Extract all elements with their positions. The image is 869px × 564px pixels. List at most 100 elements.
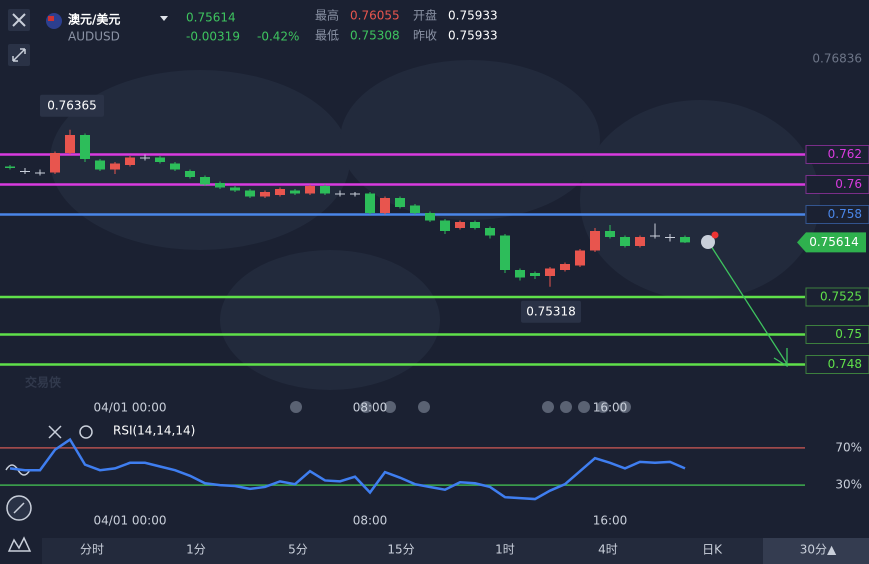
- candle-body: [320, 186, 330, 194]
- candle-body: [365, 193, 375, 213]
- candle-body: [545, 268, 555, 276]
- x-tick-label: 04/01 00:00: [94, 514, 167, 528]
- candle-body: [200, 177, 210, 185]
- high-label: 0.76365: [47, 98, 97, 112]
- trend-arrow: [710, 245, 788, 365]
- x-tick-label: 08:00: [353, 514, 388, 528]
- stat-label: 昨收: [413, 29, 437, 43]
- candle-body: [215, 183, 225, 188]
- candle-body: [50, 153, 60, 173]
- close-icon: [12, 13, 26, 27]
- timeframe-button[interactable]: 1时: [495, 543, 515, 557]
- stat-label: 最高: [315, 8, 339, 23]
- candle-body: [80, 135, 90, 159]
- level-label: 0.7525: [820, 290, 862, 304]
- candle-body: [455, 222, 465, 228]
- level-label-box: [805, 325, 869, 344]
- level-label-box: [805, 145, 869, 164]
- pencil: [13, 502, 25, 514]
- stat-value: 0.76055: [350, 9, 400, 23]
- level-label: 0.748: [828, 357, 862, 371]
- candle-body: [395, 198, 405, 207]
- timeframe-bar: [42, 538, 869, 564]
- low-label: 0.75318: [526, 304, 576, 318]
- timeframe-button[interactable]: 分时: [80, 543, 104, 557]
- rsi-tick-label: 30%: [835, 478, 862, 492]
- candle-body: [5, 166, 15, 168]
- candle-body: [140, 157, 150, 159]
- candle-body: [95, 160, 105, 170]
- shrink-icon: [12, 48, 26, 62]
- timeframe-button[interactable]: 15分: [387, 543, 414, 557]
- candle-body: [515, 270, 525, 278]
- level-label-box: [805, 175, 869, 194]
- level-label: 0.762: [828, 147, 862, 161]
- candle-body: [590, 231, 600, 251]
- candle-body: [680, 237, 690, 243]
- timeframe-selected: [763, 538, 869, 564]
- stat-label: 最低: [315, 29, 339, 43]
- candle-body: [305, 186, 315, 194]
- scroll-dots: [290, 401, 631, 413]
- candle-body: [20, 171, 30, 172]
- candle-body: [620, 237, 630, 246]
- candle-body: [290, 190, 300, 194]
- symbol: AUDUSD: [68, 30, 120, 44]
- rsi-settings[interactable]: [79, 425, 93, 439]
- timeframe-button[interactable]: 30分▲: [800, 543, 837, 557]
- x-tick-label: 16:00: [593, 514, 628, 528]
- timeframe-button[interactable]: 5分: [288, 543, 308, 557]
- candle-body: [170, 163, 180, 170]
- level-label: 0.76: [835, 177, 862, 191]
- flag-us: [48, 16, 54, 21]
- candle-body: [605, 231, 615, 237]
- info-icon[interactable]: [701, 235, 715, 249]
- candle-body: [440, 220, 450, 231]
- timeframe-button[interactable]: 1分: [186, 543, 206, 557]
- candle-body: [665, 237, 675, 238]
- rsi-line: [9, 437, 686, 501]
- candle-body: [380, 198, 390, 213]
- candle-body: [470, 222, 480, 228]
- rsi-title: RSI(14,14,14): [113, 424, 195, 438]
- candle-body: [260, 192, 270, 197]
- candle-body: [650, 235, 660, 237]
- candle-body: [155, 157, 165, 162]
- candle-body: [485, 228, 495, 236]
- world-map-bg: [50, 60, 820, 390]
- level-label-box: [805, 205, 869, 224]
- candle-body: [275, 189, 285, 195]
- level-label-box: [805, 355, 869, 374]
- pair[interactable]: 澳元/美元: [68, 12, 120, 27]
- candle-body: [560, 264, 570, 270]
- candle-body: [410, 205, 420, 213]
- candle-body: [575, 250, 585, 266]
- x-tick-label: 16:00: [593, 401, 628, 415]
- candle-body: [530, 273, 540, 276]
- candle-body: [35, 172, 45, 174]
- price: 0.75614: [186, 11, 236, 25]
- timeframe-button[interactable]: 日K: [702, 543, 723, 557]
- x-tick-label: 04/01 00:00: [94, 401, 167, 415]
- candle-body: [350, 193, 360, 195]
- level-label: 0.758: [828, 207, 862, 221]
- candle-body: [245, 190, 255, 197]
- candle-body: [110, 163, 120, 170]
- candle-body: [230, 187, 240, 191]
- x-tick-label: 08:00: [353, 401, 388, 415]
- rsi-tick-label: 70%: [835, 440, 862, 454]
- change: -0.00319: [186, 30, 240, 44]
- level-label: 0.75: [835, 327, 862, 341]
- candle-body: [125, 157, 135, 165]
- rsi-close[interactable]: [48, 425, 62, 439]
- candle-body: [635, 237, 645, 246]
- tool-indicator[interactable]: [7, 536, 32, 552]
- timeframe-button[interactable]: 4时: [598, 543, 618, 557]
- candle-body: [335, 193, 345, 195]
- level-label-box: [805, 287, 869, 307]
- dropdown[interactable]: [160, 16, 168, 21]
- candle-body: [65, 135, 75, 153]
- low-label-box: [521, 300, 581, 323]
- stat-value: 0.75933: [448, 29, 498, 43]
